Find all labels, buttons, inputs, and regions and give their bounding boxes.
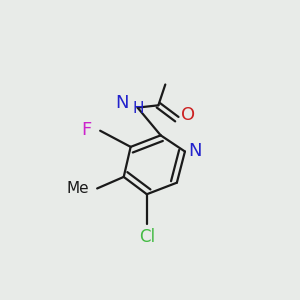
- Text: Me: Me: [66, 181, 89, 196]
- Text: Cl: Cl: [139, 228, 155, 246]
- Text: F: F: [81, 121, 92, 139]
- Text: N: N: [188, 142, 202, 160]
- Text: N: N: [115, 94, 128, 112]
- Text: H: H: [133, 101, 145, 116]
- Text: O: O: [182, 106, 196, 124]
